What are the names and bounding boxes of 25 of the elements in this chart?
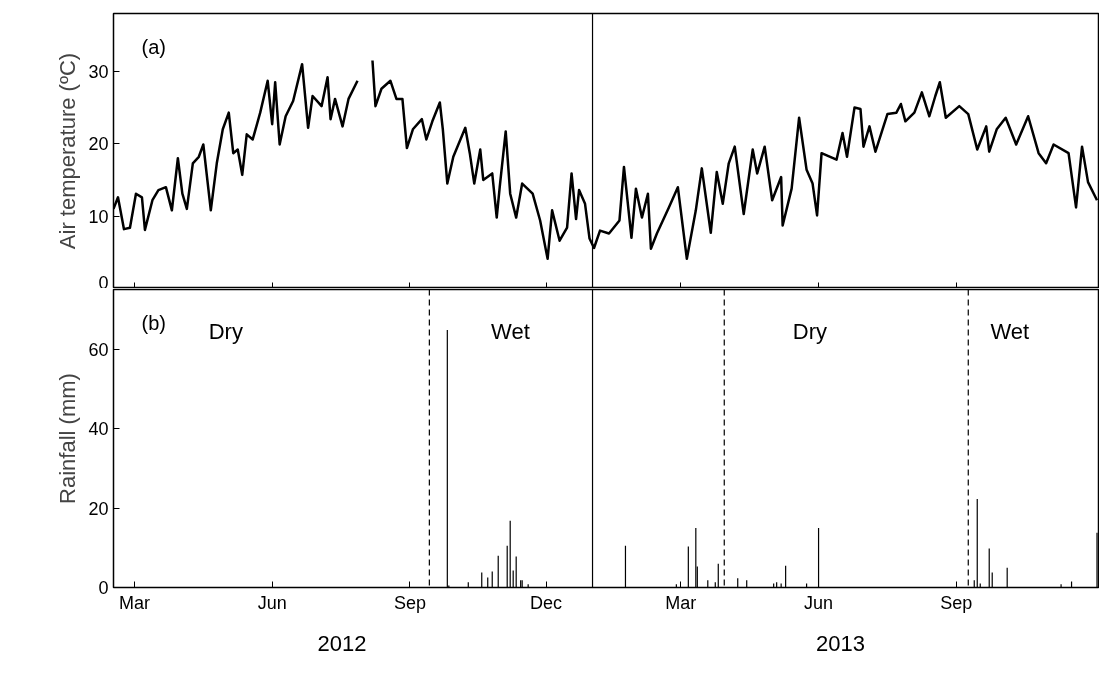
y-tick-label: 0 bbox=[98, 578, 109, 598]
y-tick-label: 40 bbox=[88, 419, 109, 440]
annotation: (b) bbox=[141, 311, 166, 334]
y-tick-label: 30 bbox=[88, 61, 109, 82]
annotation: (a) bbox=[141, 35, 166, 58]
text: 2012 bbox=[317, 630, 367, 656]
y-tick-label: 60 bbox=[88, 339, 109, 360]
annotation: Wet bbox=[491, 318, 530, 344]
y-tick-label: 20 bbox=[88, 134, 109, 155]
x-tick-label: Mar bbox=[665, 592, 697, 613]
annotation: Wet bbox=[990, 318, 1030, 344]
y-tick-label: 20 bbox=[88, 498, 109, 519]
x-tick-label: Sep bbox=[393, 592, 426, 613]
annotation: Dry bbox=[792, 318, 828, 344]
x-tick-label: Mar bbox=[118, 592, 150, 613]
x-tick-label: Jun bbox=[804, 592, 834, 613]
annotation: Dry bbox=[208, 318, 243, 344]
x-tick-label: Dec bbox=[530, 592, 563, 613]
x-tick-label: Jun bbox=[257, 592, 287, 613]
y-axis-title: Air temperature (ºC) bbox=[55, 52, 81, 250]
text: 2013 bbox=[815, 630, 865, 656]
y-tick-label: 10 bbox=[88, 206, 109, 227]
y-tick-label: 0 bbox=[98, 272, 109, 293]
y-axis-title: Rainfall (mm) bbox=[55, 373, 81, 504]
x-tick-label: Sep bbox=[940, 592, 973, 613]
